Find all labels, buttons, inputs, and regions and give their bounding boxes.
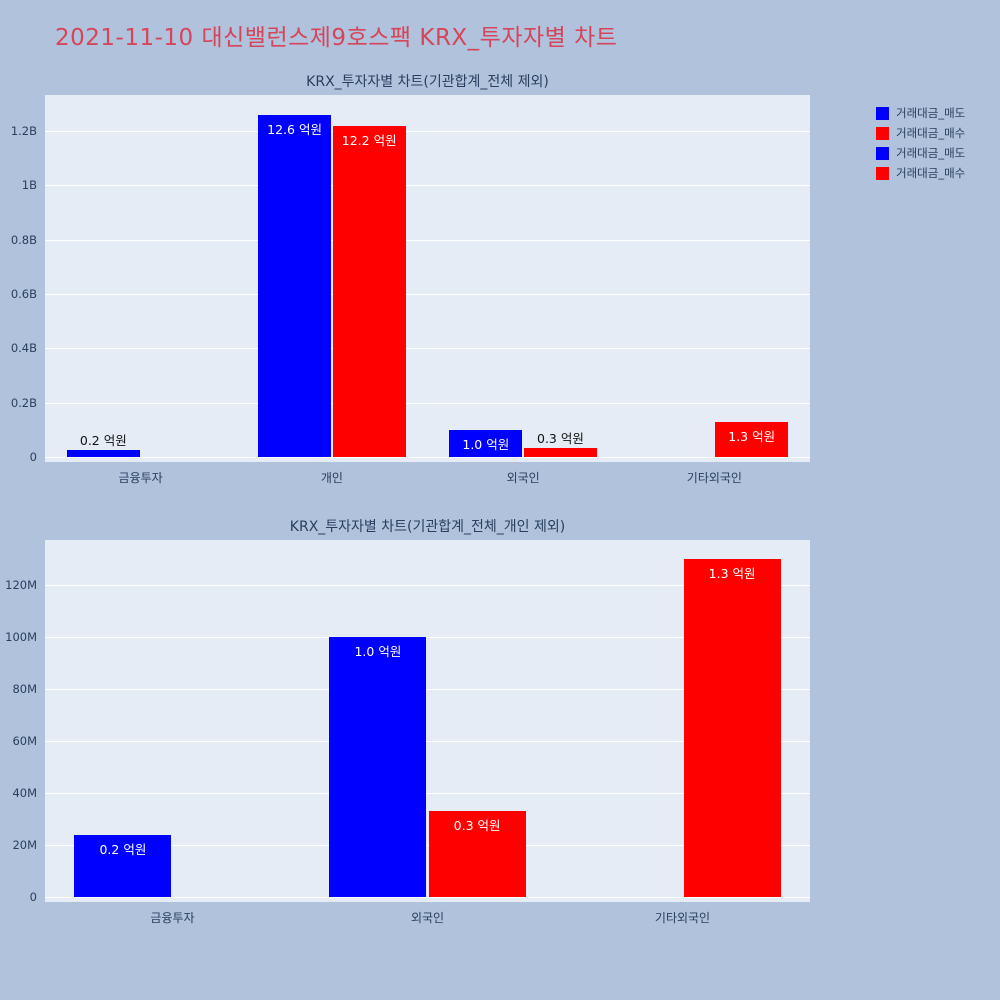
bar-value-label: 1.0 억원 <box>462 436 510 452</box>
y-gridline <box>45 294 810 296</box>
y-gridline <box>45 131 810 133</box>
y-gridline <box>45 585 810 587</box>
chart-bottom-investors: KRX_투자자별 차트(기관합계_전체_개인 제외) 0 20M 40M 60M 80M… <box>5 519 810 925</box>
bar-sell <box>258 114 331 457</box>
bar-sell <box>449 429 523 457</box>
legend-swatch-icon <box>876 146 889 160</box>
chart-title: KRX_투자자별 차트(기관합계_전체_개인 제외) <box>289 519 566 535</box>
y-axis-tick-label: 80M <box>12 682 37 697</box>
bar-sell <box>66 450 140 457</box>
bar-value-label: 1.3 억원 <box>708 566 756 582</box>
x-axis-category-label: 기타외국인 <box>686 471 742 485</box>
bar-sell <box>329 637 427 897</box>
x-axis-category-label: 금융투자 <box>150 911 195 925</box>
bar-value-label: 0.2 억원 <box>99 841 147 857</box>
bar-value-label: 0.3 억원 <box>537 431 584 447</box>
bar-buy <box>715 421 788 457</box>
page-title: 2021-11-10 대신밸런스제9호스팩 KRX_투자자별 차트 <box>55 25 618 51</box>
legend-item-label: 거래대금_매수 <box>896 126 966 140</box>
y-axis-tick-label: 20M <box>12 838 37 853</box>
y-axis-tick-label: 0.2B <box>10 395 37 410</box>
bar-sell <box>74 834 172 897</box>
bar-buy <box>683 559 781 897</box>
chart-top-investors: KRX_투자자별 차트(기관합계_전체 제외) 0 0.2B 0.4B 0.6B 0.8… <box>11 74 810 485</box>
y-axis-tick-label: 0.4B <box>10 341 37 356</box>
bar-buy <box>332 125 406 457</box>
bar-value-label: 0.2 억원 <box>79 433 127 449</box>
chart-legend: 거래대금_매도 거래대금_매수 거래대금_매도 거래대금_매수 <box>876 103 965 183</box>
y-gridline <box>45 689 810 691</box>
y-gridline <box>45 402 810 404</box>
y-axis-tick-label: 1B <box>21 178 37 193</box>
y-axis-tick-label: 100M <box>5 630 37 645</box>
plot-area <box>45 540 810 902</box>
y-axis-tick-label: 60M <box>12 734 37 749</box>
x-axis-category-label: 외국인 <box>410 911 445 925</box>
y-gridline <box>45 793 810 795</box>
bar-value-label: 1.3 억원 <box>728 428 776 444</box>
bar-value-label: 12.6 억원 <box>267 121 322 137</box>
y-axis-tick-label: 0.8B <box>10 232 37 247</box>
bar-value-label: 0.3 억원 <box>453 818 501 834</box>
y-gridline <box>45 348 810 350</box>
y-gridline <box>45 741 810 743</box>
legend-item-label: 거래대금_매도 <box>896 146 966 160</box>
y-axis-tick-label: 120M <box>5 578 37 593</box>
legend-item[interactable]: 거래대금_매수 <box>876 123 965 143</box>
x-axis-category-label: 기타외국인 <box>654 911 711 925</box>
x-axis-category-label: 개인 <box>320 471 343 485</box>
y-axis-tick-label: 0 <box>29 890 37 904</box>
legend-item[interactable]: 거래대금_매수 <box>876 163 965 183</box>
bar-value-label: 1.0 억원 <box>354 644 402 660</box>
y-axis-tick-label: 40M <box>12 786 37 801</box>
y-gridline <box>45 239 810 241</box>
legend-item[interactable]: 거래대금_매도 <box>876 103 965 123</box>
legend-swatch-icon <box>876 126 889 140</box>
x-axis-category-label: 금융투자 <box>118 471 163 485</box>
chart-title: KRX_투자자별 차트(기관합계_전체 제외) <box>306 74 549 90</box>
y-gridline <box>45 637 810 639</box>
legend-item[interactable]: 거래대금_매도 <box>876 143 965 163</box>
y-axis-tick-label: 0.6B <box>10 287 37 302</box>
y-gridline <box>45 185 810 187</box>
legend-swatch-icon <box>876 106 889 120</box>
bar-value-label: 12.2 억원 <box>341 132 397 148</box>
y-axis-tick-label: 0 <box>29 450 37 464</box>
legend-swatch-icon <box>876 166 889 180</box>
y-axis-tick-label: 1.2B <box>10 124 37 139</box>
legend-item-label: 거래대금_매도 <box>896 106 966 120</box>
y-gridline <box>45 457 810 458</box>
y-gridline <box>45 845 810 847</box>
legend-item-label: 거래대금_매수 <box>896 166 966 180</box>
y-gridline <box>45 897 810 898</box>
plot-area <box>45 95 810 462</box>
bar-buy <box>524 448 597 457</box>
x-axis-category-label: 외국인 <box>506 471 540 485</box>
bar-buy <box>428 811 526 897</box>
